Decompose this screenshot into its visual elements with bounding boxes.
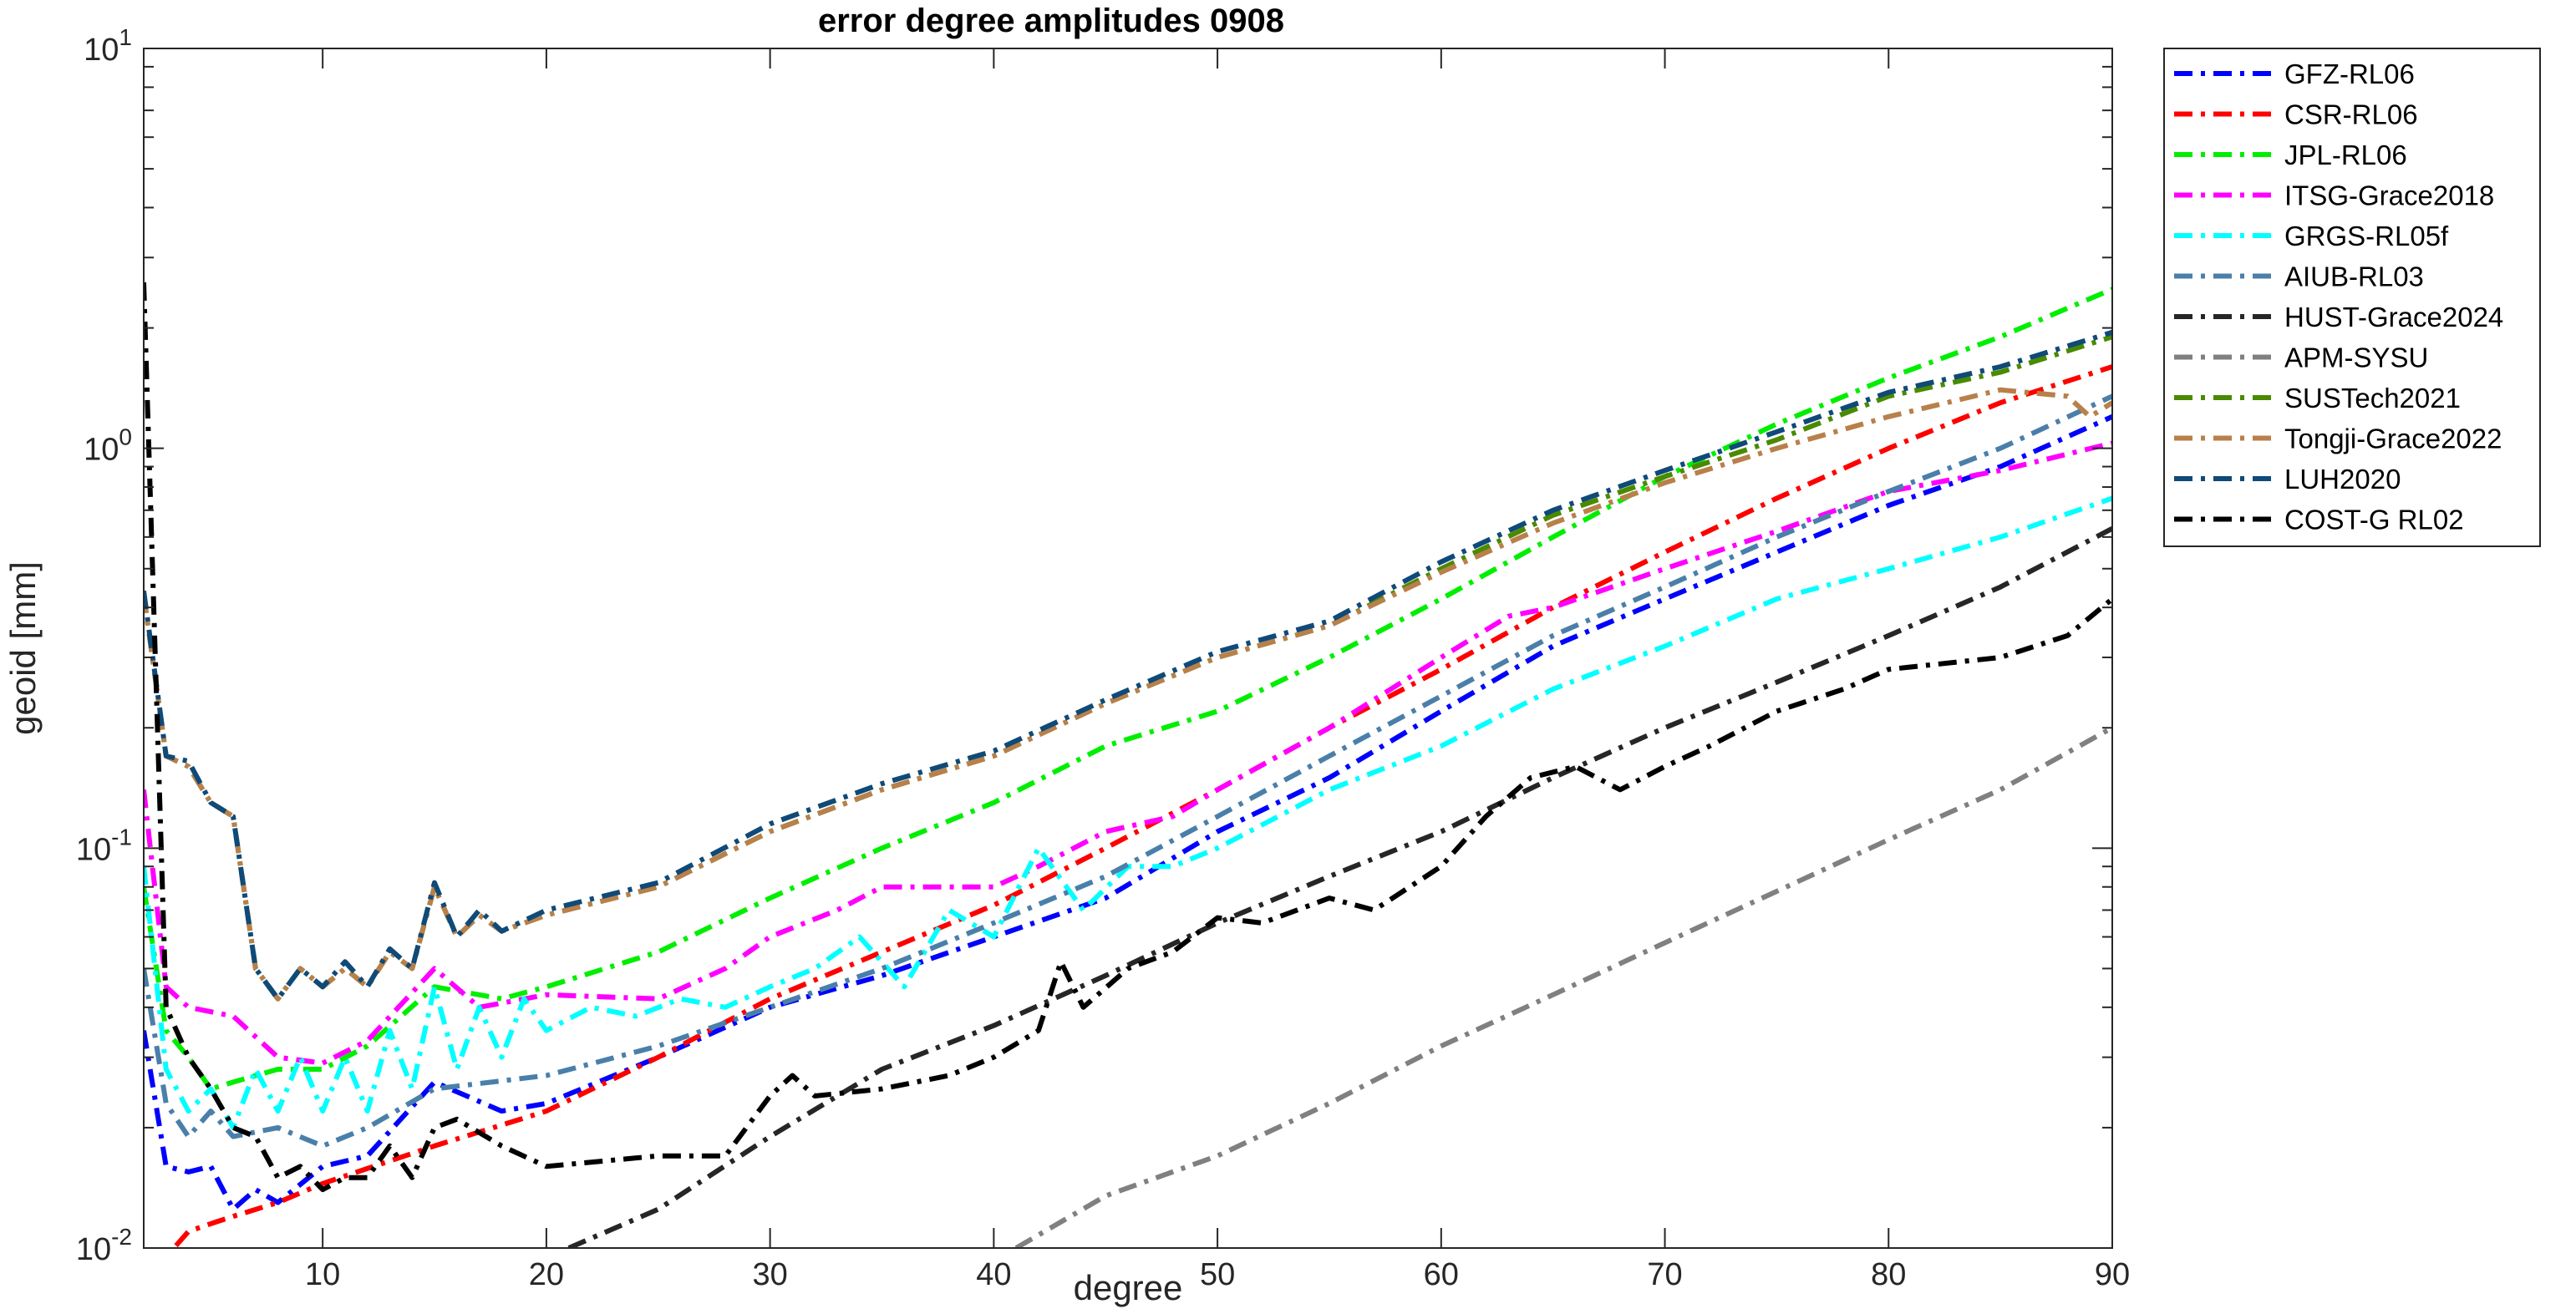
x-tick-label: 80 bbox=[1871, 1257, 1906, 1292]
legend-label: AIUB-RL03 bbox=[2284, 261, 2424, 292]
legend-label: APM-SYSU bbox=[2284, 342, 2428, 373]
x-tick-label: 60 bbox=[1424, 1257, 1459, 1292]
series-line bbox=[144, 387, 2112, 1002]
legend-label: HUST-Grace2024 bbox=[2284, 302, 2503, 332]
series-layer bbox=[144, 282, 2112, 1248]
legend-box bbox=[2163, 48, 2541, 547]
tick-layer bbox=[144, 48, 2113, 1249]
legend-label: SUSTech2021 bbox=[2284, 383, 2461, 414]
legend-label: GRGS-RL05f bbox=[2284, 221, 2449, 251]
series-line bbox=[170, 364, 2112, 1248]
y-tick-base: 10 bbox=[76, 832, 111, 867]
plot-frame bbox=[143, 48, 2113, 1249]
series-line bbox=[567, 526, 2112, 1248]
y-tick-exponent: -1 bbox=[111, 824, 132, 850]
y-tick-base: 10 bbox=[84, 433, 119, 468]
plot-area bbox=[144, 48, 2112, 1248]
legend-label: ITSG-Grace2018 bbox=[2284, 180, 2494, 211]
series-line bbox=[1014, 725, 2112, 1248]
legend-label: CSR-RL06 bbox=[2284, 99, 2418, 130]
legend-label: Tongji-Grace2022 bbox=[2284, 424, 2502, 454]
y-tick-label: 10-2 bbox=[76, 1224, 132, 1267]
y-tick-label: 101 bbox=[84, 24, 132, 68]
y-tick-label: 10-1 bbox=[76, 824, 132, 867]
chart-title: error degree amplitudes 0908 bbox=[818, 3, 1284, 39]
y-tick-exponent: 1 bbox=[119, 24, 132, 50]
y-tick-label: 100 bbox=[84, 424, 132, 468]
x-tick-label: 30 bbox=[752, 1257, 787, 1292]
x-tick-label: 50 bbox=[1200, 1257, 1235, 1292]
y-tick-base: 10 bbox=[76, 1232, 111, 1267]
series-line bbox=[144, 495, 2112, 1130]
x-tick-label: 40 bbox=[976, 1257, 1011, 1292]
x-tick-label: 70 bbox=[1647, 1257, 1682, 1292]
legend: GFZ-RL06 CSR-RL06 JPL-RL06 ITSG-Grace2018 GR… bbox=[2163, 48, 2541, 547]
series-line bbox=[144, 329, 2112, 1002]
x-axis-label: degree bbox=[1074, 1268, 1183, 1307]
legend-label: GFZ-RL06 bbox=[2284, 58, 2415, 89]
x-tick-label: 20 bbox=[529, 1257, 564, 1292]
series-line bbox=[144, 414, 2112, 1212]
legend-label: COST-G RL02 bbox=[2284, 505, 2464, 535]
legend-label: LUH2020 bbox=[2284, 464, 2401, 495]
x-tick-labels: 10 20 30 40 50 60 70 80 90 bbox=[305, 1257, 2130, 1292]
y-axis-label: geoid [mm] bbox=[3, 561, 43, 735]
x-tick-label: 90 bbox=[2095, 1257, 2130, 1292]
y-tick-exponent: 0 bbox=[119, 424, 132, 450]
legend-label: JPL-RL06 bbox=[2284, 140, 2407, 170]
x-tick-label: 10 bbox=[305, 1257, 340, 1292]
y-tick-exponent: -2 bbox=[111, 1224, 132, 1250]
y-tick-base: 10 bbox=[84, 33, 119, 68]
series-line bbox=[144, 440, 2112, 1066]
series-line bbox=[144, 393, 2112, 1149]
